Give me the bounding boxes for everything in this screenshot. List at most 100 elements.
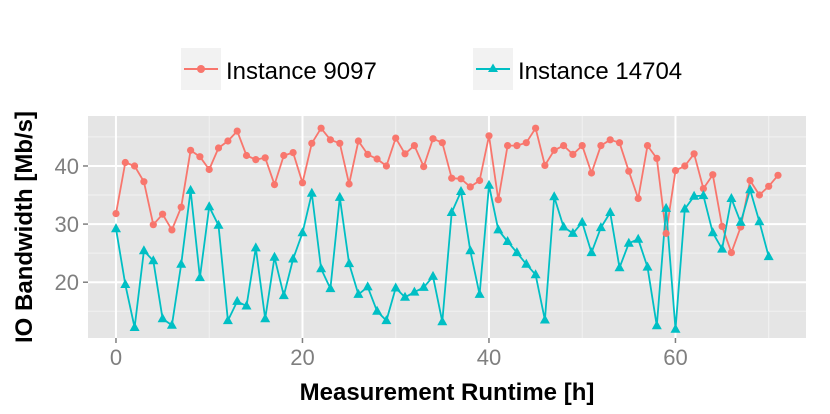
data-point-series-2	[698, 190, 709, 200]
data-point-series-1	[560, 142, 568, 150]
data-point-series-1	[615, 139, 624, 147]
data-point-series-2	[213, 219, 224, 229]
data-point-series-1	[625, 167, 633, 175]
data-point-series-2	[269, 251, 280, 261]
data-point-series-2	[409, 286, 420, 296]
data-point-series-1	[326, 136, 334, 144]
data-point-series-1	[392, 134, 400, 142]
data-point-series-2	[484, 179, 494, 189]
data-point-series-2	[334, 191, 345, 201]
data-point-series-1	[196, 153, 204, 161]
legend-label-series-1: Instance 9097	[226, 58, 377, 85]
data-point-series-1	[550, 146, 558, 154]
data-point-series-2	[353, 288, 364, 298]
data-point-series-1	[252, 156, 260, 164]
data-point-series-1	[205, 165, 213, 174]
y-tick-label: 30	[55, 212, 79, 237]
data-point-series-2	[381, 315, 392, 325]
data-point-series-2	[306, 187, 317, 197]
data-point-series-1	[242, 151, 251, 160]
data-point-series-2	[344, 258, 355, 268]
data-point-series-1	[662, 229, 670, 237]
data-point-series-2	[735, 216, 746, 226]
data-point-series-1	[261, 154, 269, 162]
data-point-series-1	[373, 155, 381, 163]
data-point-series-2	[614, 262, 625, 272]
data-point-series-2	[437, 316, 448, 326]
data-point-series-2	[456, 186, 466, 195]
data-point-series-1	[280, 151, 288, 160]
data-point-series-2	[577, 216, 588, 226]
series-markers	[111, 124, 782, 333]
data-point-series-1	[298, 179, 307, 187]
data-point-series-2	[120, 279, 131, 288]
data-point-series-1	[457, 175, 465, 183]
data-point-series-2	[567, 227, 578, 237]
data-point-series-2	[745, 184, 756, 194]
data-point-series-1	[308, 139, 316, 147]
legend: Instance 9097 Instance 14704	[181, 48, 682, 90]
data-point-series-2	[679, 203, 690, 213]
data-point-series-2	[549, 191, 560, 201]
data-point-series-2	[633, 233, 644, 243]
data-point-series-2	[362, 281, 373, 291]
data-point-series-2	[763, 251, 774, 261]
data-point-series-2	[288, 253, 299, 263]
data-point-series-1	[168, 226, 176, 234]
data-point-series-1	[420, 163, 428, 171]
data-point-series-1	[504, 142, 512, 150]
data-point-series-2	[511, 247, 522, 257]
data-point-series-1	[494, 196, 502, 204]
data-point-series-1	[532, 124, 540, 132]
data-point-series-1	[159, 210, 167, 218]
y-tick-label: 20	[55, 270, 79, 295]
data-point-series-2	[204, 201, 215, 211]
data-point-series-1	[634, 194, 642, 203]
data-point-series-2	[297, 227, 308, 237]
data-point-series-1	[214, 144, 223, 152]
data-point-series-2	[185, 184, 196, 194]
data-point-series-1	[121, 158, 129, 167]
x-axis-title: Measurement Runtime [h]	[300, 379, 595, 406]
data-point-series-2	[111, 223, 121, 233]
data-point-series-2	[372, 305, 383, 315]
data-point-series-2	[400, 291, 410, 301]
data-point-series-2	[316, 263, 327, 273]
data-point-series-1	[289, 149, 297, 157]
axis-ticks: 0 20 40 60 20 30 40	[55, 154, 688, 370]
data-point-series-2	[521, 258, 532, 268]
data-point-series-1	[653, 154, 661, 162]
data-point-series-1	[578, 142, 586, 150]
data-point-series-2	[232, 295, 243, 305]
data-point-series-2	[670, 323, 681, 333]
data-point-series-1	[177, 203, 185, 211]
data-point-series-2	[138, 245, 149, 255]
data-point-series-2	[222, 315, 233, 325]
data-point-series-1	[643, 142, 652, 150]
data-point-series-1	[448, 174, 456, 182]
data-point-series-1	[364, 150, 372, 158]
data-point-series-2	[241, 300, 252, 310]
x-tick-label: 40	[477, 345, 501, 370]
data-point-series-1	[354, 137, 362, 145]
data-point-series-2	[194, 272, 205, 282]
data-point-series-1	[718, 222, 726, 230]
data-point-series-1	[569, 150, 577, 158]
data-point-series-1	[112, 210, 120, 218]
data-point-series-2	[465, 245, 476, 255]
data-point-series-1	[466, 183, 474, 191]
data-point-series-1	[149, 221, 157, 229]
data-point-series-1	[438, 139, 446, 147]
data-point-series-2	[446, 207, 457, 216]
data-point-series-2	[595, 222, 606, 232]
data-point-series-2	[623, 237, 634, 247]
data-point-series-1	[345, 180, 353, 188]
data-point-series-2	[605, 207, 616, 216]
data-point-series-2	[390, 282, 401, 292]
data-point-series-1	[727, 249, 736, 257]
data-point-series-2	[325, 283, 336, 293]
data-point-series-1	[587, 169, 596, 177]
data-point-series-1	[746, 176, 754, 185]
data-point-series-2	[157, 313, 168, 323]
data-point-series-1	[671, 167, 680, 175]
